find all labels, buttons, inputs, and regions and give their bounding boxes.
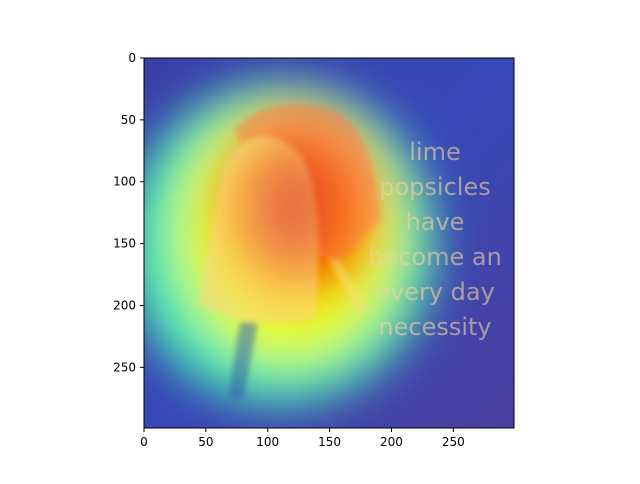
y-tick-label: 100 bbox=[113, 175, 136, 189]
image-text-line: popsicles bbox=[379, 173, 490, 201]
popsicle-stick-back bbox=[322, 244, 370, 316]
x-tick-label: 0 bbox=[140, 435, 148, 449]
y-tick-label: 50 bbox=[121, 113, 136, 127]
image-text-overlay: lime popsicles have become an every day … bbox=[368, 138, 502, 341]
image-text-line: become an bbox=[368, 243, 502, 271]
x-tick-label: 50 bbox=[198, 435, 213, 449]
image-text-line: necessity bbox=[378, 313, 491, 341]
popsicle-image bbox=[198, 104, 380, 400]
x-tick-label: 100 bbox=[256, 435, 279, 449]
x-tick-label: 150 bbox=[318, 435, 341, 449]
image-text-line: lime bbox=[409, 138, 460, 166]
plot-area: lime popsicles have become an every day … bbox=[144, 58, 514, 428]
x-tick-label: 200 bbox=[380, 435, 403, 449]
y-tick-label: 200 bbox=[113, 298, 136, 312]
popsicle-front bbox=[198, 137, 319, 324]
y-tick-label: 250 bbox=[113, 360, 136, 374]
image-text-line: have bbox=[406, 208, 465, 236]
x-axis: 0 50 100 150 200 250 bbox=[140, 428, 465, 449]
image-text-line: every day bbox=[375, 278, 495, 306]
popsicle-stick-front bbox=[228, 322, 258, 400]
x-tick-label: 250 bbox=[442, 435, 465, 449]
plot-frame bbox=[143, 57, 515, 429]
y-axis: 0 50 100 150 200 250 bbox=[113, 51, 144, 374]
y-tick-label: 0 bbox=[128, 51, 136, 65]
y-tick-label: 150 bbox=[113, 237, 136, 251]
